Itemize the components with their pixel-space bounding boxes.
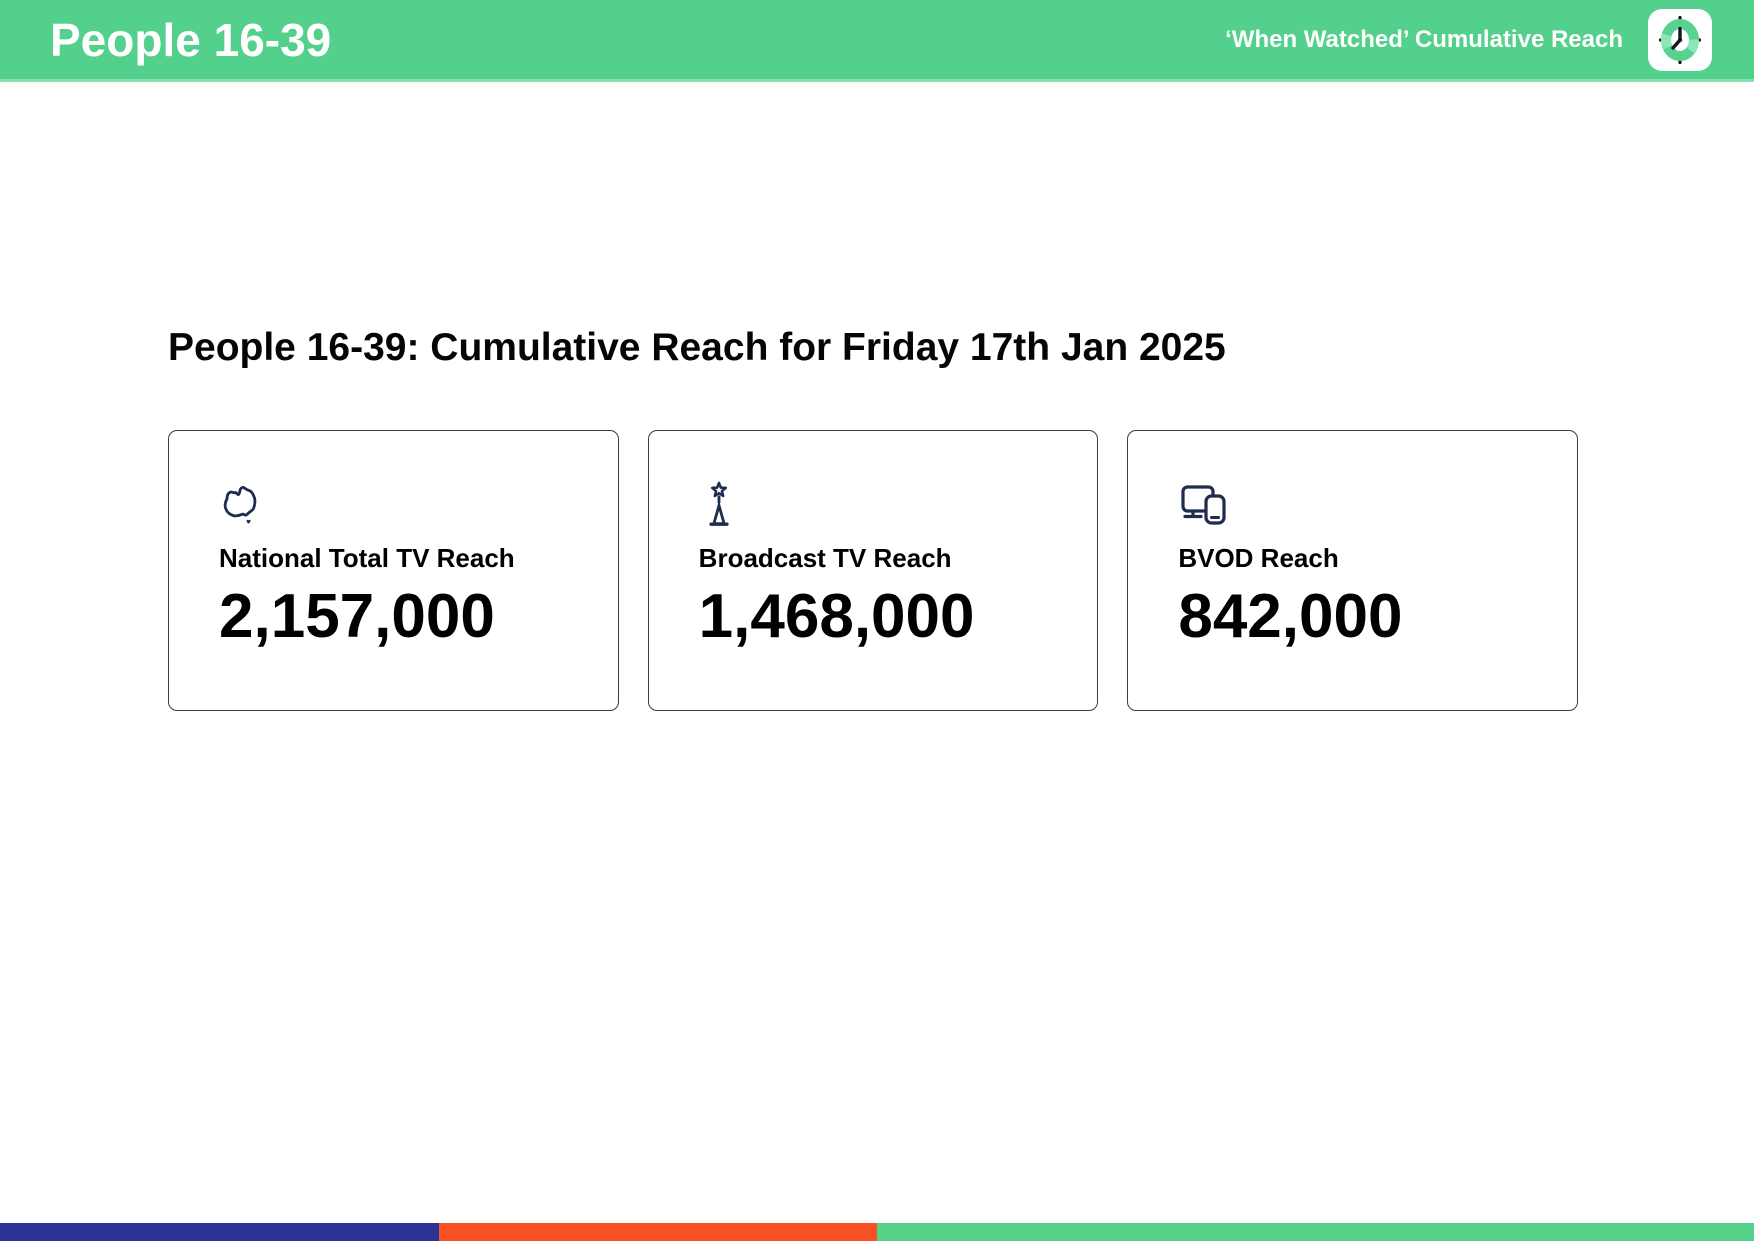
kpi-label: BVOD Reach: [1178, 542, 1339, 573]
australia-map-icon: [219, 481, 588, 529]
report-body: People 16-39: Cumulative Reach for Frida…: [0, 82, 1754, 711]
footer-orange-segment: [438, 1223, 877, 1241]
kpi-card-national-total-tv: National Total TV Reach 2,157,000: [168, 429, 619, 711]
kpi-value: 842,000: [1178, 581, 1403, 651]
header-subtitle: ‘When Watched’ Cumulative Reach: [1225, 25, 1623, 53]
clock-icon: [1648, 8, 1712, 71]
tv-and-phone-icon: [1178, 481, 1547, 529]
kpi-cards: National Total TV Reach 2,157,000 Broadc…: [168, 429, 1579, 711]
kpi-label: Broadcast TV Reach: [698, 542, 952, 573]
page-title: People 16-39: [50, 13, 332, 66]
header-right: ‘When Watched’ Cumulative Reach: [1225, 8, 1712, 71]
footer-green-segment: [877, 1223, 1754, 1241]
report-heading: People 16-39: Cumulative Reach for Frida…: [168, 326, 1226, 369]
footer-color-bar: [0, 1223, 1754, 1241]
broadcast-tower-icon: [699, 481, 1068, 529]
kpi-value: 2,157,000: [219, 581, 495, 651]
footer-navy-segment: [0, 1223, 439, 1241]
kpi-card-bvod: BVOD Reach 842,000: [1127, 429, 1579, 711]
header-bar: People 16-39 ‘When Watched’ Cumulative R…: [0, 0, 1754, 82]
kpi-value: 1,468,000: [698, 581, 975, 651]
kpi-card-broadcast-tv: Broadcast TV Reach 1,468,000: [647, 429, 1099, 711]
kpi-label: National Total TV Reach: [219, 542, 515, 573]
